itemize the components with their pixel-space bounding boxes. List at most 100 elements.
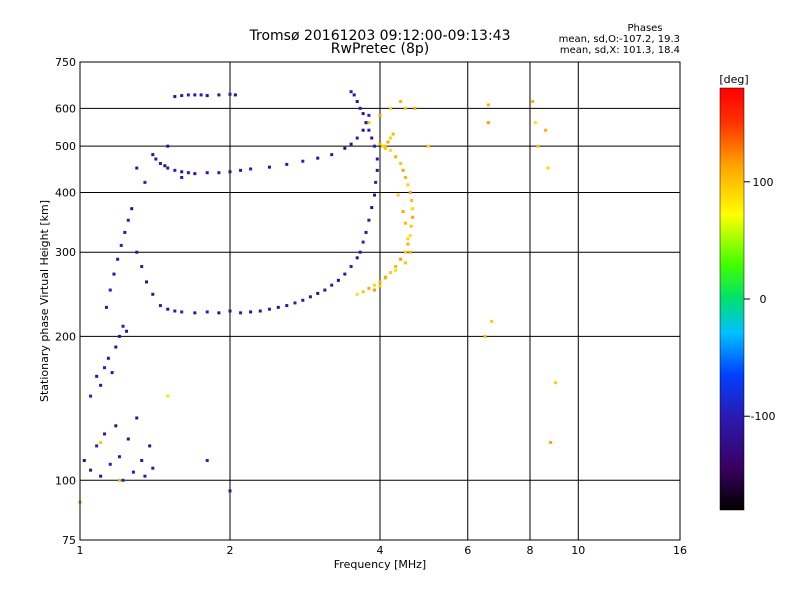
o-mode-point — [193, 311, 197, 315]
x-mode-point — [549, 440, 553, 444]
x-mode-point — [486, 103, 490, 107]
o-mode-point — [228, 309, 232, 313]
o-mode-point — [166, 166, 170, 170]
o-mode-point — [355, 136, 359, 140]
o-mode-point — [173, 95, 177, 99]
colorbar-ticks: 100 0 -100 — [744, 176, 775, 423]
o-mode-point — [193, 172, 197, 176]
x-mode-point — [490, 319, 494, 323]
o-mode-point — [99, 383, 103, 387]
o-mode-point — [228, 170, 232, 174]
o-mode-point — [108, 462, 112, 466]
colorbar-label: [deg] — [719, 73, 748, 86]
o-mode-point — [249, 310, 253, 314]
o-mode-point — [143, 474, 147, 478]
o-mode-point — [367, 218, 371, 222]
plot-grid — [80, 62, 680, 540]
x-mode-point — [378, 284, 382, 288]
o-mode-point — [364, 230, 368, 234]
o-mode-point — [367, 113, 371, 117]
o-mode-point — [343, 146, 347, 150]
o-mode-point — [114, 424, 118, 428]
o-mode-point — [180, 310, 184, 314]
x-tick-label: 10 — [571, 544, 585, 557]
y-tick-label: 75 — [62, 534, 76, 547]
legend-title: Phases — [627, 23, 662, 34]
x-mode-point — [401, 168, 405, 172]
x-mode-point — [546, 166, 550, 170]
x-mode-point — [408, 234, 412, 238]
o-mode-point — [126, 437, 130, 441]
o-mode-point — [361, 128, 365, 132]
o-mode-point — [89, 468, 93, 472]
legend-line-o: mean, sd,O:-107.2, 19.3 — [559, 34, 680, 45]
o-mode-point — [375, 168, 379, 172]
chart-subtitle: RwPretec (8p) — [331, 41, 429, 57]
o-mode-point — [95, 374, 99, 378]
o-mode-point — [349, 142, 353, 146]
y-axis-label: Stationary phase Virtual Height [km] — [38, 200, 51, 402]
o-mode-point — [173, 309, 177, 313]
o-mode-point — [308, 295, 312, 299]
x-mode-point — [483, 334, 487, 338]
o-mode-point — [358, 106, 362, 110]
x-mode-point — [394, 265, 398, 269]
x-mode-point — [99, 440, 103, 444]
o-mode-point — [205, 458, 209, 462]
y-tick-label: 100 — [55, 474, 76, 487]
x-mode-point — [389, 271, 393, 275]
o-mode-point — [267, 165, 271, 169]
x-mode-point — [531, 100, 535, 104]
o-mode-point — [121, 324, 125, 328]
o-mode-point — [285, 304, 289, 308]
x-mode-point — [391, 132, 395, 136]
y-axis-ticks: 75 100 200 300 400 500 600 750 — [55, 56, 76, 547]
o-mode-point — [367, 128, 371, 132]
x-mode-point — [394, 155, 398, 159]
o-mode-point — [125, 329, 129, 333]
o-mode-point — [375, 157, 379, 161]
legend-line-x: mean, sd,X: 101.3, 18.4 — [560, 45, 680, 56]
x-mode-point — [544, 128, 548, 132]
x-mode-point — [403, 261, 407, 265]
y-tick-label: 200 — [55, 330, 76, 343]
o-mode-point — [217, 311, 221, 315]
x-mode-point — [426, 144, 430, 148]
o-mode-point — [103, 366, 107, 370]
o-mode-point — [186, 93, 190, 97]
x-mode-point — [355, 292, 359, 296]
x-mode-point — [408, 250, 412, 254]
x-mode-point — [367, 286, 371, 290]
o-mode-point — [154, 157, 158, 161]
o-mode-point — [199, 93, 203, 97]
x-mode-point — [399, 161, 403, 165]
x-mode-point — [396, 193, 400, 197]
o-mode-point — [140, 265, 144, 269]
o-mode-point — [103, 432, 107, 436]
o-mode-point — [249, 167, 253, 171]
colorbar-tick-label: -100 — [751, 410, 776, 423]
plot-frame — [79, 61, 681, 541]
o-mode-point — [316, 156, 320, 160]
o-mode-point — [112, 272, 116, 276]
o-mode-point — [330, 153, 334, 157]
x-mode-point — [403, 175, 407, 179]
plot-points — [78, 90, 557, 504]
x-mode-point — [386, 140, 390, 144]
x-mode-point — [381, 144, 385, 148]
o-mode-point — [276, 305, 280, 309]
o-mode-point — [355, 100, 359, 104]
o-mode-point — [186, 171, 190, 175]
x-mode-point — [361, 290, 365, 294]
o-mode-point — [228, 489, 232, 493]
o-mode-point — [143, 180, 147, 184]
o-mode-point — [145, 280, 149, 284]
o-mode-point — [119, 243, 123, 247]
o-mode-point — [158, 304, 162, 308]
o-mode-point — [126, 218, 130, 222]
chart-title: Tromsø 20161203 09:12:00-09:13:43 — [249, 28, 511, 44]
x-axis-ticks: 1 2 4 6 8 10 16 — [77, 544, 688, 557]
o-mode-point — [361, 112, 365, 116]
o-mode-point — [349, 265, 353, 269]
